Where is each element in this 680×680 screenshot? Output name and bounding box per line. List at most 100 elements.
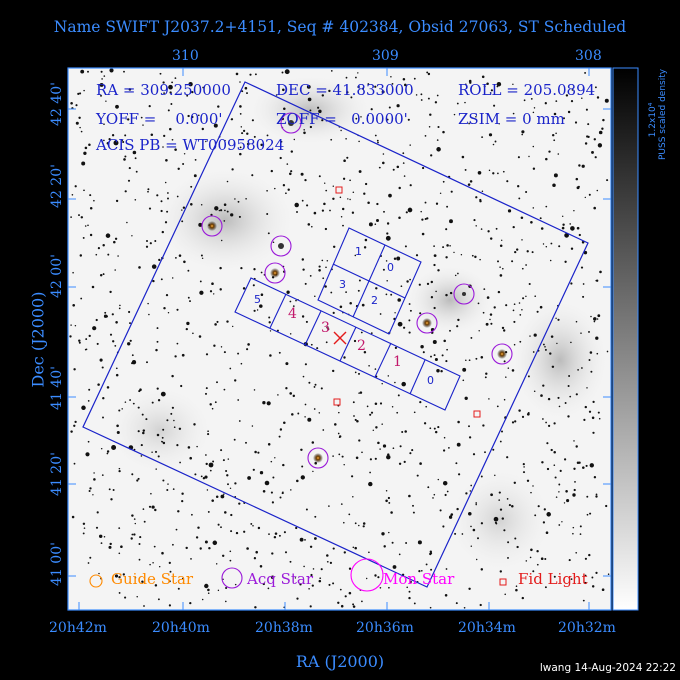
star bbox=[304, 403, 307, 406]
star bbox=[270, 491, 273, 494]
star bbox=[448, 515, 453, 519]
star bbox=[357, 372, 361, 375]
star bbox=[109, 542, 112, 546]
star bbox=[268, 533, 270, 535]
star bbox=[106, 142, 110, 145]
star bbox=[550, 335, 554, 338]
star bbox=[532, 167, 536, 170]
star bbox=[532, 351, 535, 353]
star bbox=[334, 423, 337, 426]
star bbox=[186, 94, 189, 97]
star bbox=[468, 587, 471, 590]
star bbox=[226, 210, 229, 213]
acis-i-chip-label: 3 bbox=[339, 278, 346, 291]
star bbox=[569, 223, 571, 225]
star bbox=[492, 448, 495, 451]
star bbox=[211, 407, 214, 410]
star bbox=[563, 458, 567, 461]
star bbox=[498, 491, 501, 494]
star bbox=[151, 505, 155, 509]
star bbox=[398, 216, 401, 220]
star bbox=[394, 312, 396, 314]
star bbox=[171, 374, 174, 378]
colorbar-label: 1.2x10⁴ PUSS scaled density bbox=[648, 69, 668, 160]
star bbox=[147, 190, 149, 193]
star bbox=[427, 486, 430, 489]
star bbox=[307, 223, 311, 226]
star bbox=[252, 284, 255, 287]
star bbox=[456, 102, 459, 105]
star bbox=[445, 256, 448, 259]
star bbox=[75, 121, 79, 125]
star bbox=[82, 236, 85, 239]
star bbox=[570, 341, 572, 344]
star bbox=[388, 193, 392, 198]
star bbox=[565, 490, 568, 493]
star bbox=[177, 587, 180, 590]
star bbox=[167, 197, 169, 200]
star bbox=[500, 430, 504, 433]
star bbox=[595, 571, 598, 575]
star bbox=[92, 326, 97, 331]
legend-fid-light: Fid Light bbox=[518, 570, 588, 588]
star bbox=[514, 420, 517, 423]
star bbox=[181, 353, 185, 357]
star bbox=[526, 479, 530, 482]
star bbox=[555, 100, 558, 102]
star bbox=[320, 568, 323, 571]
star bbox=[547, 424, 551, 428]
star bbox=[93, 478, 96, 481]
star bbox=[480, 475, 483, 478]
star bbox=[114, 574, 119, 578]
star bbox=[479, 198, 482, 202]
star bbox=[131, 354, 134, 357]
star bbox=[226, 180, 229, 183]
star bbox=[300, 475, 305, 480]
star bbox=[89, 207, 93, 210]
star bbox=[358, 170, 362, 173]
star bbox=[131, 235, 133, 237]
star bbox=[460, 254, 463, 256]
star bbox=[199, 290, 204, 295]
star bbox=[390, 511, 393, 514]
star bbox=[118, 307, 121, 310]
star bbox=[193, 174, 197, 178]
star bbox=[377, 576, 380, 579]
star bbox=[398, 553, 401, 556]
star bbox=[540, 227, 544, 230]
star bbox=[394, 381, 396, 384]
colorbar-label-value: 1.2x10⁴ bbox=[648, 102, 658, 138]
star bbox=[221, 554, 225, 558]
star bbox=[83, 189, 85, 192]
star bbox=[406, 280, 409, 283]
star bbox=[546, 467, 550, 471]
star bbox=[449, 219, 453, 224]
star bbox=[382, 161, 385, 165]
star bbox=[347, 198, 349, 200]
star bbox=[300, 448, 303, 452]
star bbox=[570, 282, 573, 285]
star bbox=[74, 324, 77, 327]
star bbox=[522, 471, 526, 474]
star bbox=[430, 280, 434, 284]
star bbox=[223, 203, 227, 206]
star bbox=[553, 464, 556, 467]
star bbox=[306, 84, 311, 89]
star bbox=[115, 373, 119, 377]
star bbox=[304, 416, 306, 418]
star bbox=[418, 570, 421, 573]
star bbox=[220, 346, 223, 348]
star bbox=[392, 447, 395, 450]
star bbox=[488, 169, 491, 172]
star bbox=[162, 81, 165, 84]
star bbox=[556, 342, 558, 345]
star bbox=[187, 446, 191, 449]
star bbox=[523, 99, 526, 102]
star bbox=[583, 418, 586, 421]
star bbox=[521, 239, 523, 241]
star bbox=[71, 194, 74, 196]
star bbox=[93, 472, 95, 474]
star bbox=[148, 505, 152, 508]
star bbox=[587, 123, 590, 126]
star bbox=[404, 83, 407, 87]
